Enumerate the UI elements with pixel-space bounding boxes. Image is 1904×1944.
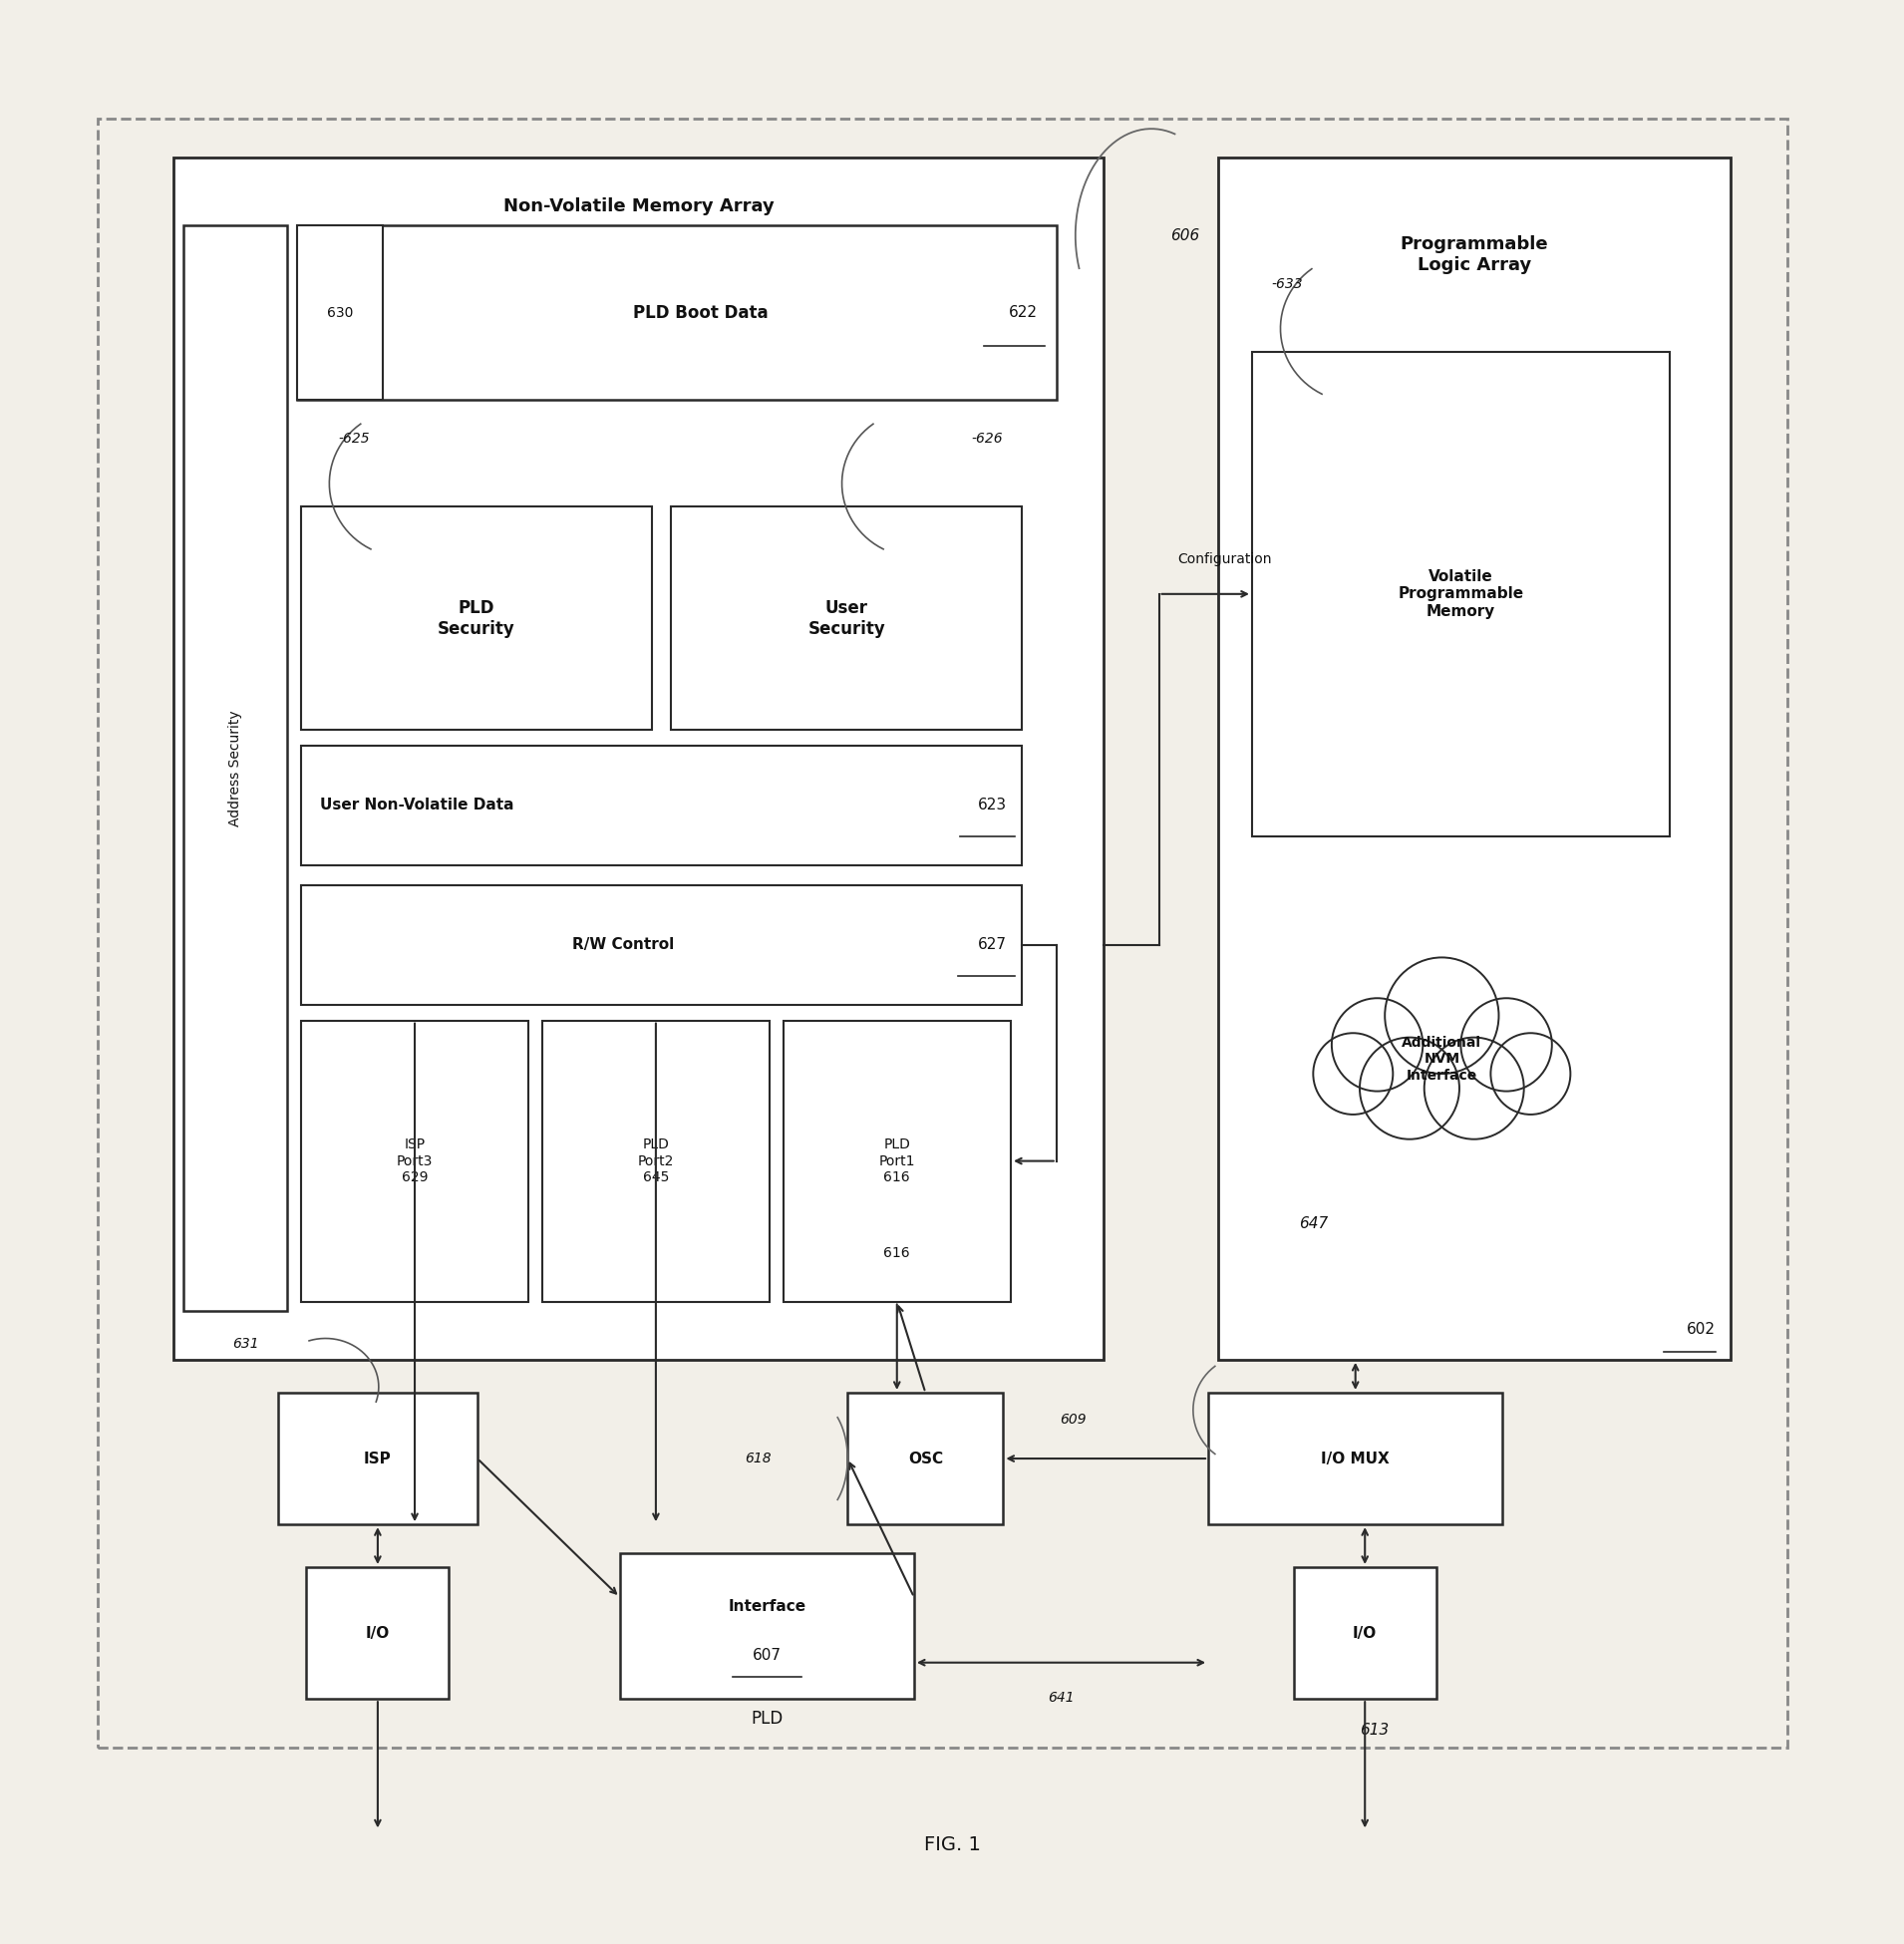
FancyBboxPatch shape xyxy=(783,1021,1011,1302)
Text: 602: 602 xyxy=(1687,1322,1716,1336)
FancyBboxPatch shape xyxy=(301,745,1022,865)
Text: PLD
Port2
645: PLD Port2 645 xyxy=(638,1137,674,1184)
FancyBboxPatch shape xyxy=(670,507,1022,729)
Text: 631: 631 xyxy=(232,1337,259,1351)
Circle shape xyxy=(1314,1032,1394,1114)
Text: Volatile
Programmable
Memory: Volatile Programmable Memory xyxy=(1398,570,1523,618)
Text: 627: 627 xyxy=(979,937,1007,953)
FancyBboxPatch shape xyxy=(297,226,383,400)
Circle shape xyxy=(1359,1038,1458,1139)
Text: I/O: I/O xyxy=(366,1625,390,1641)
FancyBboxPatch shape xyxy=(301,507,651,729)
Text: 647: 647 xyxy=(1299,1217,1329,1231)
Text: 607: 607 xyxy=(752,1649,781,1662)
Text: Interface: Interface xyxy=(727,1600,805,1614)
Text: PLD: PLD xyxy=(750,1709,783,1728)
FancyBboxPatch shape xyxy=(297,226,1057,400)
Text: 618: 618 xyxy=(744,1452,771,1466)
Text: FIG. 1: FIG. 1 xyxy=(923,1835,981,1855)
Text: PLD
Port1
616: PLD Port1 616 xyxy=(880,1137,916,1184)
Text: PLD
Security: PLD Security xyxy=(438,599,516,638)
FancyBboxPatch shape xyxy=(847,1392,1003,1524)
Text: User Non-Volatile Data: User Non-Volatile Data xyxy=(320,797,514,813)
Text: I/O MUX: I/O MUX xyxy=(1321,1450,1390,1466)
Text: Additional
NVM
Interface: Additional NVM Interface xyxy=(1401,1036,1481,1083)
Text: R/W Control: R/W Control xyxy=(573,937,674,953)
Text: User
Security: User Security xyxy=(807,599,885,638)
Text: 641: 641 xyxy=(1047,1691,1074,1705)
Circle shape xyxy=(1460,997,1552,1091)
FancyBboxPatch shape xyxy=(301,1021,529,1302)
FancyBboxPatch shape xyxy=(301,885,1022,1005)
Text: -633: -633 xyxy=(1272,276,1302,292)
FancyBboxPatch shape xyxy=(1293,1567,1436,1699)
Text: 616: 616 xyxy=(883,1246,910,1260)
Circle shape xyxy=(1384,958,1498,1073)
Text: 606: 606 xyxy=(1171,227,1200,243)
FancyBboxPatch shape xyxy=(543,1021,769,1302)
FancyBboxPatch shape xyxy=(183,226,288,1312)
Text: OSC: OSC xyxy=(908,1450,942,1466)
FancyBboxPatch shape xyxy=(97,119,1788,1748)
Text: ISP: ISP xyxy=(364,1450,392,1466)
Circle shape xyxy=(1331,997,1422,1091)
Text: I/O: I/O xyxy=(1354,1625,1377,1641)
Text: -626: -626 xyxy=(971,432,1003,445)
FancyBboxPatch shape xyxy=(173,157,1104,1359)
Text: PLD Boot Data: PLD Boot Data xyxy=(632,303,767,323)
Text: Address Security: Address Security xyxy=(228,710,242,826)
FancyBboxPatch shape xyxy=(1209,1392,1502,1524)
Circle shape xyxy=(1491,1032,1571,1114)
Text: 623: 623 xyxy=(979,797,1007,813)
Text: 613: 613 xyxy=(1359,1722,1390,1738)
FancyBboxPatch shape xyxy=(1253,352,1670,836)
Text: 622: 622 xyxy=(1009,305,1038,321)
FancyBboxPatch shape xyxy=(621,1553,914,1699)
Text: Non-Volatile Memory Array: Non-Volatile Memory Array xyxy=(503,198,775,216)
FancyBboxPatch shape xyxy=(1219,157,1731,1359)
Text: 630: 630 xyxy=(327,305,352,321)
Text: ISP
Port3
629: ISP Port3 629 xyxy=(396,1137,432,1184)
Circle shape xyxy=(1424,1038,1523,1139)
Text: -625: -625 xyxy=(339,432,369,445)
Text: Configuration: Configuration xyxy=(1179,552,1272,566)
Text: Programmable
Logic Array: Programmable Logic Array xyxy=(1399,235,1548,274)
Text: 609: 609 xyxy=(1061,1413,1087,1427)
FancyBboxPatch shape xyxy=(307,1567,449,1699)
FancyBboxPatch shape xyxy=(278,1392,478,1524)
